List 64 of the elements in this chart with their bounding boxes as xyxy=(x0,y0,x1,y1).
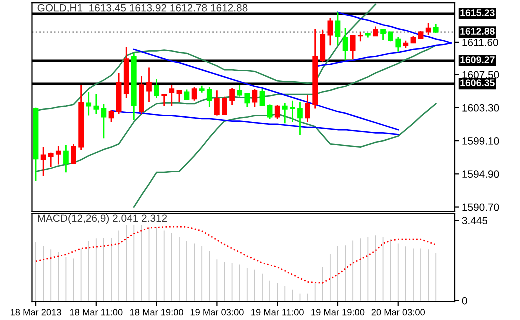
candlestick xyxy=(101,103,107,140)
ref-line-label: 1612.88 xyxy=(460,28,495,35)
candlestick xyxy=(380,29,386,41)
candlestick xyxy=(40,146,46,178)
x-tick-label: 20 Mar 03:00 xyxy=(372,309,426,316)
y-tick-label: 1603.30 xyxy=(462,104,500,112)
x-tick-label: 19 Mar 19:00 xyxy=(312,309,365,316)
y-tick-label: 0 xyxy=(462,297,468,305)
y-tick-label: 1590.70 xyxy=(462,204,500,212)
y-tick-label: 1607.50 xyxy=(462,71,500,79)
candlestick xyxy=(169,84,175,108)
candlestick xyxy=(274,104,280,120)
line-series xyxy=(35,226,437,284)
candlestick xyxy=(328,17,334,46)
x-tick-label: 18 Mar 11:00 xyxy=(70,309,123,316)
candlestick xyxy=(237,84,243,98)
y-tick-label: 3.445 xyxy=(462,217,488,225)
candlestick xyxy=(373,26,378,37)
candlestick xyxy=(48,152,54,168)
chart-title: MACD(12,26,9) 2.041 2.312 xyxy=(38,214,168,224)
candlestick xyxy=(162,94,168,108)
candlestick xyxy=(146,67,152,104)
ref-line-label: 1609.27 xyxy=(460,56,495,64)
ref-line-label: 1615.23 xyxy=(460,10,495,16)
candlestick xyxy=(222,96,228,116)
candlestick xyxy=(56,146,62,166)
candlestick xyxy=(230,88,235,106)
candlestick xyxy=(192,86,198,102)
candlestick xyxy=(358,32,364,42)
x-tick-label: 19 Mar 03:00 xyxy=(190,309,244,316)
candlestick xyxy=(244,93,250,108)
y-tick-label: 1611.60 xyxy=(462,38,498,46)
candlestick xyxy=(108,110,114,123)
candlestick xyxy=(64,144,69,174)
candlestick xyxy=(350,34,356,60)
x-tick-label: 18 Mar 19:00 xyxy=(130,309,184,316)
candlestick xyxy=(305,94,310,123)
candlestick xyxy=(252,88,258,108)
candlestick xyxy=(184,89,190,101)
candlestick xyxy=(335,12,341,46)
candlestick xyxy=(214,90,220,116)
x-tick-label: 19 Mar 11:00 xyxy=(252,309,304,316)
candlestick xyxy=(71,143,76,165)
candlestick xyxy=(206,86,212,108)
candlestick xyxy=(282,102,288,124)
candlestick xyxy=(298,102,303,136)
y-tick-label: 1599.10 xyxy=(462,138,500,145)
line-series xyxy=(133,103,437,208)
x-tick-label: 18 Mar 2013 xyxy=(10,309,62,316)
candlestick xyxy=(260,88,266,108)
y-tick-label: 1594.90 xyxy=(462,170,500,178)
candlestick xyxy=(290,100,296,123)
candlestick xyxy=(86,91,92,116)
candlestick xyxy=(176,90,182,104)
ref-line-label: 1606.35 xyxy=(460,80,495,86)
candlestick xyxy=(154,78,160,100)
line-series xyxy=(35,44,437,172)
candlestick xyxy=(267,104,273,120)
candlestick xyxy=(342,28,348,62)
candlestick xyxy=(426,22,432,36)
candlestick xyxy=(396,36,402,53)
candlestick xyxy=(94,94,100,115)
line-series xyxy=(133,48,400,131)
chart-title: GOLD,H1 1613.45 1613.92 1612.78 1612.88 xyxy=(38,4,248,13)
